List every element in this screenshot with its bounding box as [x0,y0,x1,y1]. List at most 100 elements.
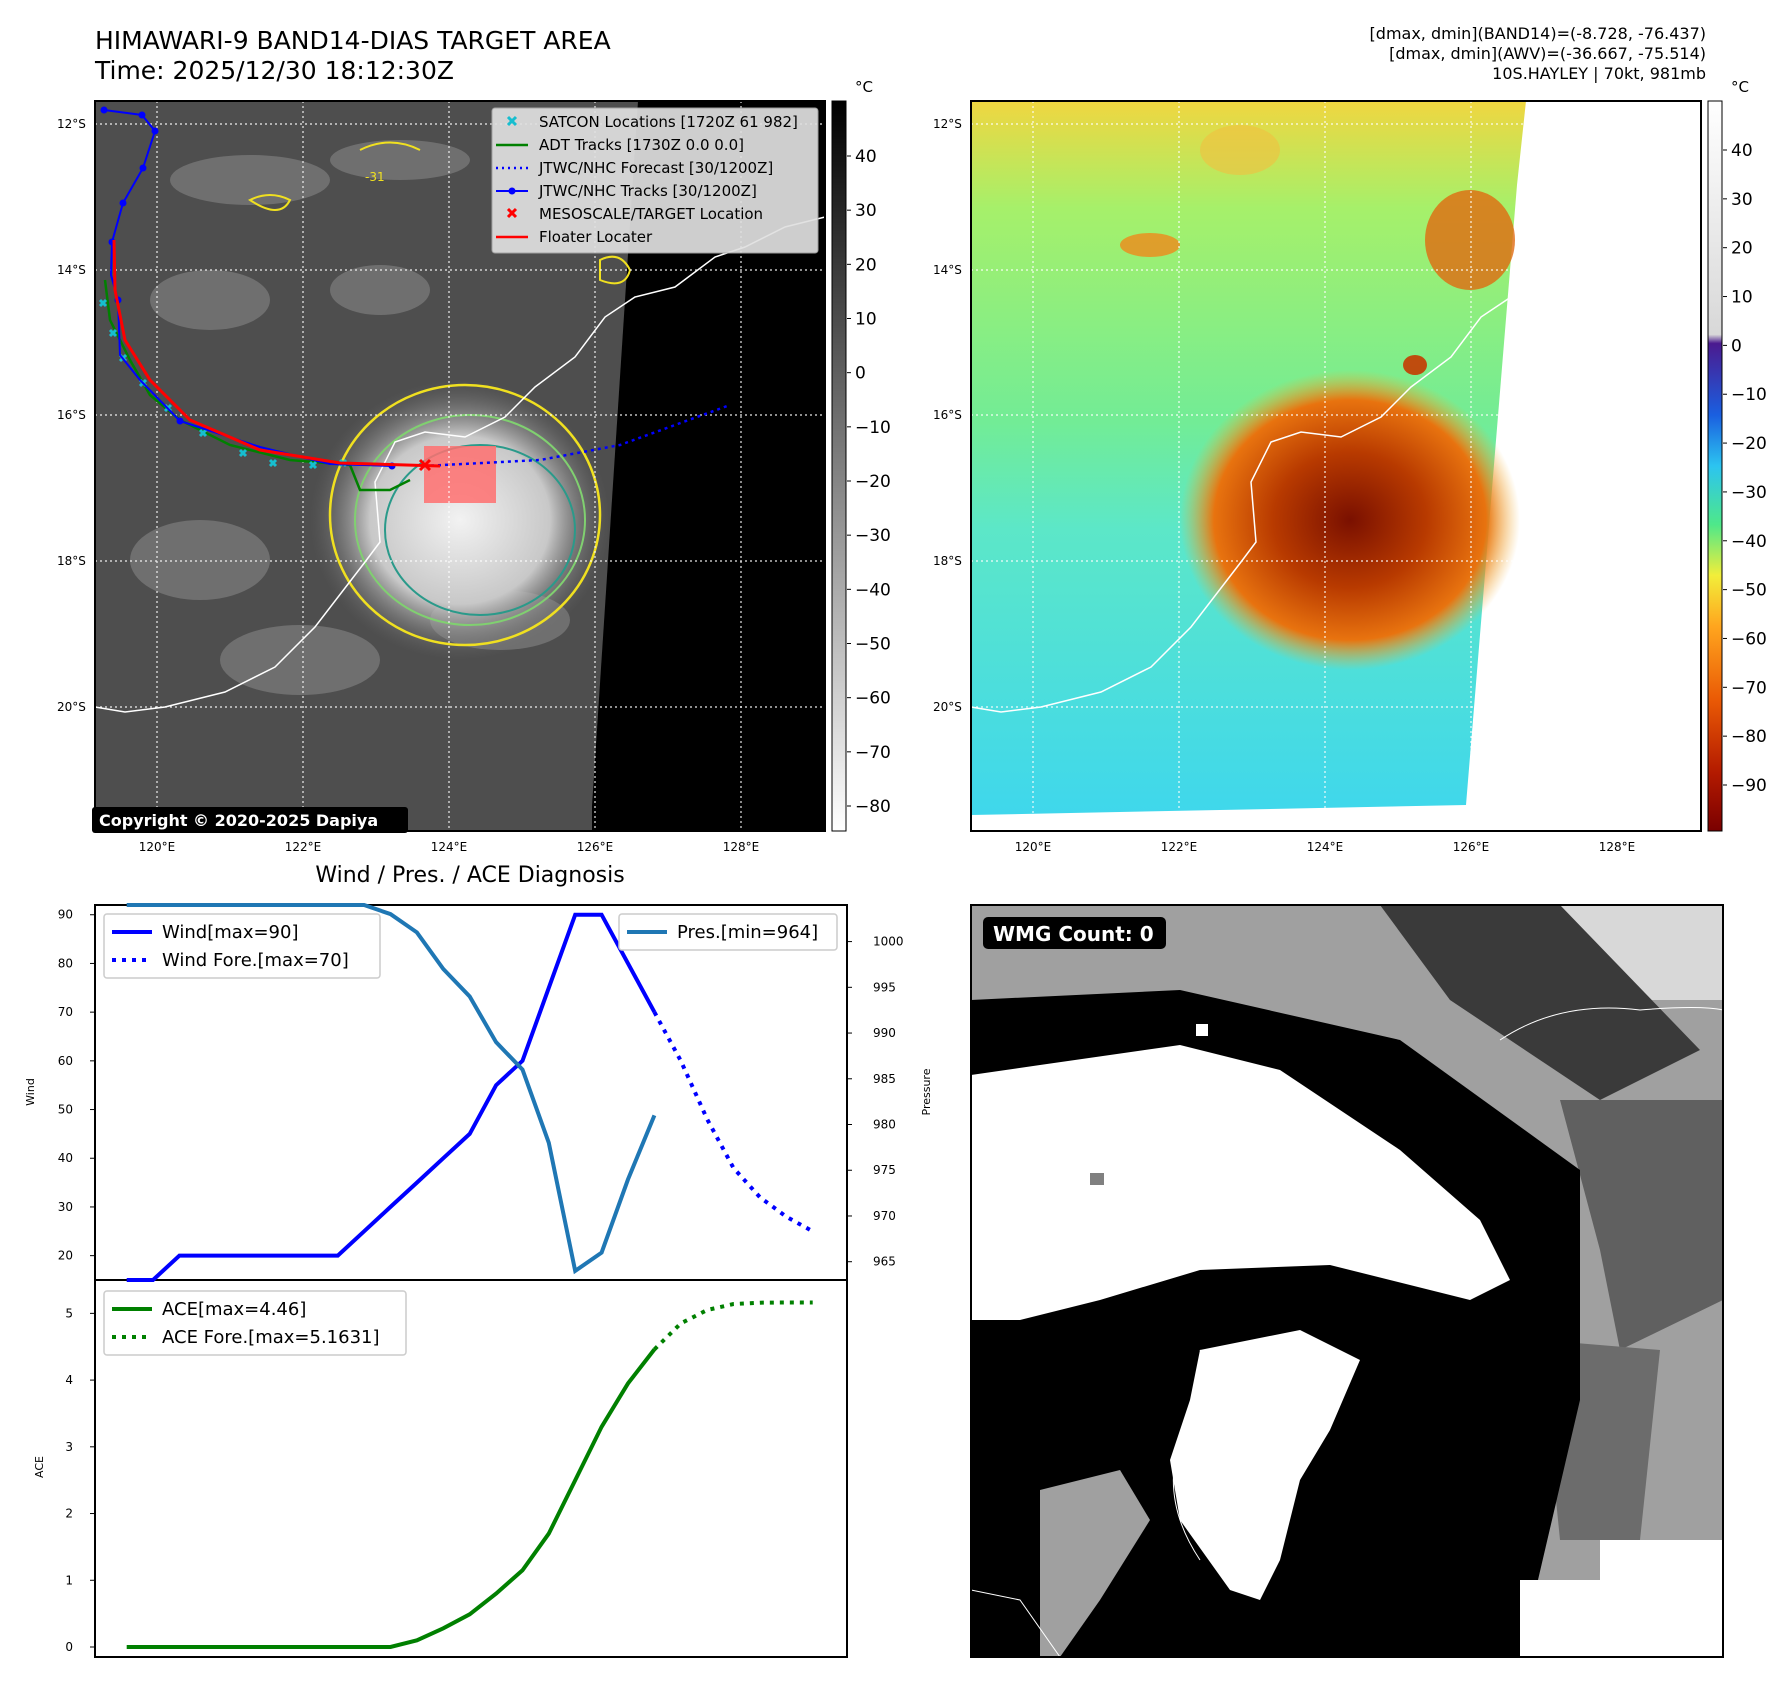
chart-legend-label: Pres.[min=964] [677,922,818,943]
colorbar-tick: 10 [1731,288,1753,308]
info-awv-range: [dmax, dmin](AWV)=(-36.667, -75.514) [1389,44,1706,63]
colorbar-gray [831,100,847,832]
colorbar-tick: 30 [855,201,877,221]
lon-label-right: 120°E [1015,840,1052,854]
pressure-axis-label: Pressure [920,1068,933,1115]
legend-label: MESOSCALE/TARGET Location [539,205,763,223]
lat-label-left: 20°S [57,700,86,714]
ace-axis-label: ACE [33,1456,46,1478]
info-storm-summary: 10S.HAYLEY | 70kt, 981mb [1492,64,1706,83]
y-right-tick-label: 990 [873,1026,896,1040]
copyright-text: Copyright © 2020-2025 Dapiya [99,811,378,830]
lat-label-left: 12°S [57,117,86,131]
y-tick-label: 20 [58,1249,73,1263]
lat-label-right: 18°S [933,554,962,568]
chart-legend-label: ACE Fore.[max=5.1631] [162,1327,380,1348]
legend-entry: SATCON Locations [1720Z 61 982] [506,113,798,131]
lon-label-left: 126°E [577,840,614,854]
y-tick-label: 0 [65,1640,73,1654]
legend-entry: Floater Locater [496,228,653,246]
y-right-tick-label: 985 [873,1072,896,1086]
lon-label-left: 122°E [285,840,322,854]
colorbar-tick: −60 [1731,629,1767,649]
legend-label: JTWC/NHC Tracks [30/1200Z] [538,182,757,200]
chart-title-line2: Time: 2025/12/30 18:12:30Z [95,56,454,85]
y-tick-label: 3 [65,1440,73,1454]
colorbar-tick: −20 [855,472,891,492]
wmg-panel [970,904,1724,1658]
colorbar-tick: −80 [1731,727,1767,747]
lat-label-right: 12°S [933,117,962,131]
colorbar-tick: −40 [855,580,891,600]
legend-entry: ADT Tracks [1730Z 0.0 0.0] [496,136,744,154]
y-tick-label: 40 [58,1151,73,1165]
chart-legend-label: ACE[max=4.46] [162,1299,306,1320]
colorbar-tick: −40 [1731,532,1767,552]
lon-label-right: 124°E [1307,840,1344,854]
colorbar-tick: −80 [855,797,891,817]
legend-label: SATCON Locations [1720Z 61 982] [539,113,798,131]
wmg-count-label: WMG Count: 0 [993,922,1154,946]
legend-entry: JTWC/NHC Tracks [30/1200Z] [496,182,757,200]
colorbar-tick: 0 [855,364,866,384]
y-right-tick-label: 965 [873,1255,896,1269]
colorbar-tick: −10 [1731,385,1767,405]
lat-label-right: 20°S [933,700,962,714]
chart-legend-label: Wind[max=90] [162,922,299,943]
colorbar-tick: −20 [1731,434,1767,454]
diagnosis-title: Wind / Pres. / ACE Diagnosis [315,863,624,888]
colorbar-tick: 40 [1731,141,1753,161]
wind-axis-label: Wind [24,1078,37,1106]
colorbar-tick: −50 [855,635,891,655]
colorbar-tick: −70 [1731,678,1767,698]
colorbar-tick: 0 [1731,336,1742,356]
y-tick-label: 80 [58,956,73,970]
contour-label: -31 [365,170,385,184]
series-line [126,912,657,1282]
colorbar-tick: −90 [1731,776,1767,796]
storm-info: [dmax, dmin](BAND14)=(-8.728, -76.437) [… [1370,24,1706,84]
target-marker [418,458,432,472]
colorbar-tick: −50 [1731,581,1767,601]
grayscale-satellite-map: -31 [94,100,915,832]
legend-label: JTWC/NHC Forecast [30/1200Z] [538,159,773,177]
lat-label-left: 18°S [57,554,86,568]
lon-label-right: 126°E [1453,840,1490,854]
y-tick-label: 30 [58,1200,73,1214]
y-right-tick-label: 995 [873,980,896,994]
colorbar-tick: 30 [1731,190,1753,210]
lon-label-left: 120°E [139,840,176,854]
colorbar-tick: −30 [855,526,891,546]
y-tick-label: 4 [65,1373,73,1387]
y-tick-label: 90 [58,908,73,922]
info-band14-range: [dmax, dmin](BAND14)=(-8.728, -76.437) [1369,24,1706,43]
lon-label-right: 128°E [1599,840,1636,854]
series-line [652,1300,813,1351]
y-right-tick-label: 980 [873,1118,896,1132]
colorbar-tick: 20 [1731,239,1753,259]
map-legend [491,107,819,254]
color-satellite-map [970,100,1702,832]
chart-legend-label: Wind Fore.[max=70] [162,950,349,971]
chart-title-line1: HIMAWARI-9 BAND14-DIAS TARGET AREA [95,26,611,55]
floater-line [112,239,441,468]
colorbar-color [1707,100,1723,832]
lat-label-right: 16°S [933,408,962,422]
lon-label-left: 124°E [431,840,468,854]
colorbar-tick: 40 [855,147,877,167]
legend-entry: JTWC/NHC Forecast [30/1200Z] [496,159,773,177]
colorbar-unit: °C [855,78,873,96]
lon-label-left: 128°E [723,840,760,854]
lat-label-right: 14°S [933,263,962,277]
series-line [126,1348,656,1649]
legend-entry: MESOSCALE/TARGET Location [506,205,763,223]
y-tick-label: 60 [58,1054,73,1068]
y-right-tick-label: 1000 [873,935,904,949]
y-tick-label: 70 [58,1005,73,1019]
adt-track-line [103,279,411,492]
y-tick-label: 50 [58,1103,73,1117]
colorbar-tick: −30 [1731,483,1767,503]
colorbar-tick: −70 [855,743,891,763]
legend-label: Floater Locater [539,228,653,246]
